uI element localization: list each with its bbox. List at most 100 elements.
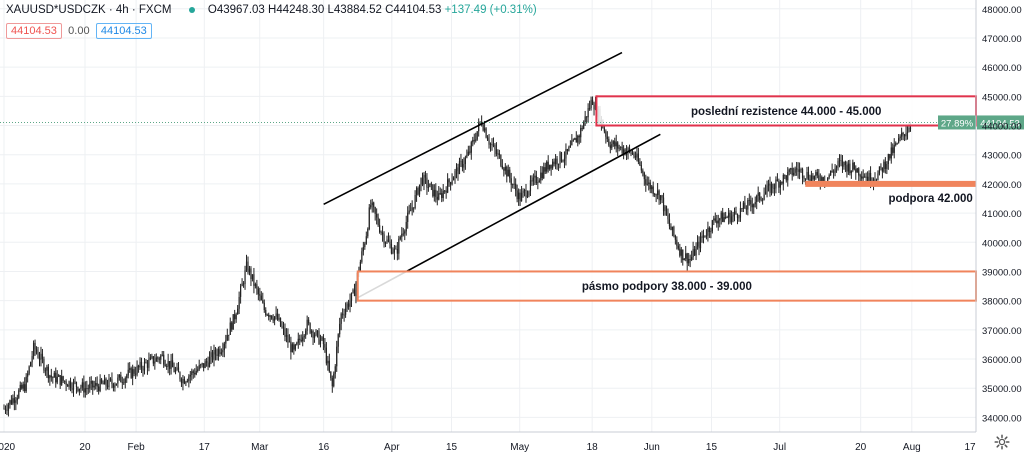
candle-body <box>442 190 444 199</box>
candle-body <box>463 163 465 168</box>
candle-body <box>736 214 739 218</box>
y-tick-label: 47000.00 <box>982 34 1022 45</box>
candle-body <box>620 146 622 148</box>
candle-body <box>242 283 245 285</box>
candle-body <box>552 161 554 169</box>
candle-body <box>770 183 773 193</box>
candle-body <box>174 369 177 372</box>
candle-body <box>578 135 580 138</box>
candle-body <box>336 346 338 367</box>
candle-body <box>58 375 60 377</box>
candle-body <box>869 172 872 184</box>
candle-body <box>135 373 137 375</box>
candle-body <box>43 359 45 371</box>
candle-body <box>117 377 119 384</box>
candle-body <box>302 337 304 342</box>
candle-body <box>634 155 637 158</box>
candle-body <box>445 190 447 193</box>
candle-body <box>624 149 626 155</box>
candle-body <box>4 408 7 411</box>
candle-body <box>735 211 737 215</box>
candle-body <box>436 196 438 200</box>
candle-body <box>157 357 159 359</box>
sell-price-box[interactable]: 44104.53 <box>6 23 62 39</box>
candle-body <box>827 177 829 183</box>
candle-body <box>750 200 752 205</box>
candle-body <box>441 193 443 199</box>
candle-body <box>704 235 706 237</box>
candle-body <box>482 124 484 131</box>
candle-body <box>220 352 222 354</box>
candle-body <box>274 316 276 321</box>
candle-body <box>772 183 774 189</box>
candle-body <box>518 192 520 200</box>
x-tick-label: Aug <box>903 442 921 453</box>
candle-body <box>439 193 441 194</box>
candle-body <box>688 258 690 264</box>
candle-body <box>782 175 784 184</box>
candle-body <box>615 142 617 147</box>
candle-body <box>167 361 169 367</box>
candle-body <box>550 164 552 169</box>
candle-body <box>142 368 144 371</box>
candle-body <box>219 349 221 354</box>
candle-body <box>257 288 259 295</box>
candle-body <box>216 354 218 356</box>
candle-body <box>691 257 693 260</box>
candle-body <box>84 388 86 393</box>
candle-body <box>858 168 860 176</box>
x-tick-label: 17 <box>964 442 976 453</box>
candle-body <box>240 286 242 297</box>
candle-body <box>188 376 190 382</box>
candle-body <box>571 140 573 146</box>
candle-body <box>475 139 477 141</box>
candle-body <box>776 179 779 182</box>
candle-body <box>683 258 685 261</box>
candle-body <box>769 183 771 193</box>
candle-body <box>531 180 533 182</box>
candle-body <box>71 388 73 390</box>
candle-body <box>821 177 823 184</box>
candle-body <box>695 246 697 256</box>
symbol-title[interactable]: XAUUSD*USDCZK · 4h · FXCM <box>6 4 172 16</box>
support-line <box>805 180 976 187</box>
candle-body <box>191 371 193 375</box>
candle-body <box>639 161 641 166</box>
gear-icon[interactable] <box>994 434 1010 450</box>
candle-body <box>93 385 95 388</box>
candle-body <box>74 381 76 383</box>
candle-body <box>65 381 67 386</box>
candle-body <box>608 138 610 146</box>
candle-body <box>430 183 432 185</box>
candle-body <box>148 359 150 368</box>
candle-body <box>21 384 23 389</box>
candle-body <box>680 249 682 256</box>
candle-body <box>337 334 339 347</box>
candle-body <box>179 372 181 380</box>
candle-body <box>266 314 268 316</box>
candle-body <box>710 231 712 232</box>
buy-price-box[interactable]: 44104.53 <box>95 23 152 39</box>
candle-body <box>139 361 141 368</box>
candle-body <box>313 335 316 338</box>
candle-body <box>31 356 33 363</box>
candle-body <box>211 352 214 360</box>
candle-body <box>554 158 557 165</box>
candle-body <box>745 208 747 210</box>
candle-body <box>78 388 81 391</box>
candle-body <box>176 367 178 370</box>
candle-body <box>466 155 468 158</box>
candle-body <box>61 376 63 385</box>
candle-body <box>359 261 361 272</box>
candle-body <box>838 160 841 162</box>
candle-body <box>670 226 672 231</box>
candle-body <box>24 384 26 392</box>
candle-body <box>229 322 231 335</box>
candle-body <box>569 145 571 148</box>
candle-body <box>30 362 32 367</box>
candle-body <box>158 358 160 360</box>
candle-body <box>766 185 768 192</box>
candle-body <box>557 163 560 165</box>
